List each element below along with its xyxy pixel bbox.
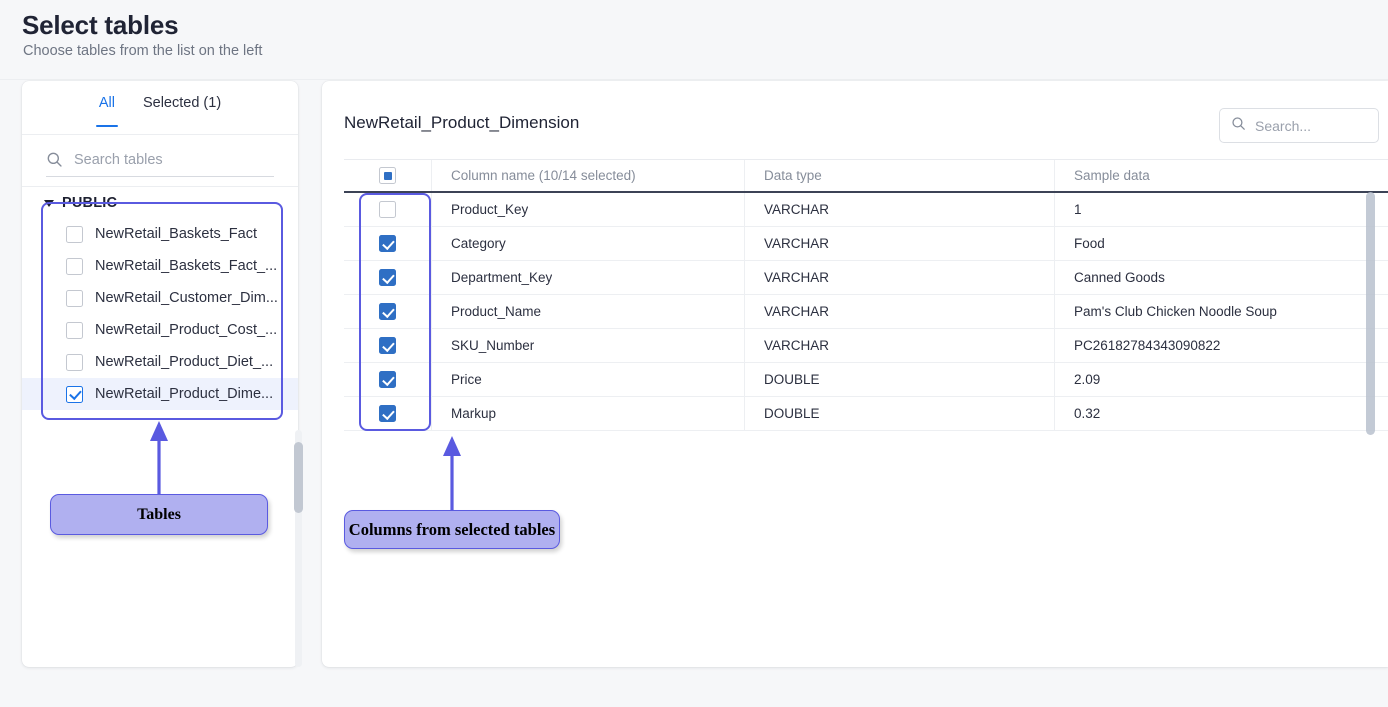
columns-search-input[interactable]: [1255, 117, 1365, 134]
cell-column-name: SKU_Number: [451, 338, 535, 353]
list-item-label: NewRetail_Customer_Dim...: [95, 290, 278, 306]
row-checkbox-checked[interactable]: [379, 235, 396, 252]
page-subtitle: Choose tables from the list on the left: [23, 43, 263, 59]
table-row[interactable]: Category VARCHAR Food: [344, 227, 1388, 261]
table-row[interactable]: Product_Name VARCHAR Pam's Club Chicken …: [344, 295, 1388, 329]
sidebar-search-row: [22, 135, 298, 187]
row-checkbox-cell[interactable]: [344, 227, 432, 260]
cell-sample-data: Pam's Club Chicken Noodle Soup: [1074, 304, 1277, 319]
cell-sample-data: 0.32: [1074, 406, 1101, 421]
table-row[interactable]: Department_Key VARCHAR Canned Goods: [344, 261, 1388, 295]
list-item[interactable]: NewRetail_Baskets_Fact: [22, 218, 298, 250]
sidebar-scrollbar-thumb[interactable]: [294, 442, 303, 513]
list-item[interactable]: NewRetail_Product_Diet_...: [22, 346, 298, 378]
columns-panel: NewRetail_Product_Dimension Column name …: [322, 81, 1388, 667]
select-all-cell[interactable]: [344, 160, 432, 191]
cell-data-type: DOUBLE: [764, 406, 820, 421]
cell-sample-data: Canned Goods: [1074, 270, 1165, 285]
cell-column-name: Markup: [451, 406, 497, 421]
list-item[interactable]: NewRetail_Product_Cost_...: [22, 314, 298, 346]
select-all-checkbox[interactable]: [379, 167, 396, 184]
row-checkbox-checked[interactable]: [379, 337, 396, 354]
row-checkbox-cell[interactable]: [344, 363, 432, 396]
table-checkbox[interactable]: [66, 225, 83, 243]
row-checkbox-checked[interactable]: [379, 269, 396, 286]
row-checkbox-cell[interactable]: [344, 295, 432, 328]
table-row[interactable]: Product_Key VARCHAR 1: [344, 193, 1388, 227]
table-checkbox[interactable]: [66, 321, 83, 339]
table-header-row: Column name (10/14 selected) Data type S…: [344, 159, 1388, 193]
table-row[interactable]: SKU_Number VARCHAR PC26182784343090822: [344, 329, 1388, 363]
row-checkbox-cell[interactable]: [344, 261, 432, 294]
cell-sample-data: Food: [1074, 236, 1105, 251]
row-checkbox[interactable]: [379, 201, 396, 218]
selected-table-title: NewRetail_Product_Dimension: [344, 113, 580, 132]
tables-tree: PUBLIC NewRetail_Baskets_Fact NewRetail_…: [22, 188, 298, 667]
annotation-label-columns: Columns from selected tables: [344, 510, 560, 549]
tables-panel: All Selected (1) PUBLIC New: [22, 81, 298, 667]
table-row[interactable]: Price DOUBLE 2.09: [344, 363, 1388, 397]
page-header: Select tables Choose tables from the lis…: [0, 0, 1388, 80]
cell-column-name: Price: [451, 372, 482, 387]
page-title: Select tables: [22, 10, 179, 40]
list-item-selected[interactable]: NewRetail_Product_Dime...: [22, 378, 298, 410]
list-item[interactable]: NewRetail_Customer_Dim...: [22, 282, 298, 314]
list-item-label: NewRetail_Product_Diet_...: [95, 354, 274, 370]
row-checkbox-checked[interactable]: [379, 303, 396, 320]
table-row[interactable]: Markup DOUBLE 0.32: [344, 397, 1388, 431]
cell-column-name: Category: [451, 236, 506, 251]
list-item-label: NewRetail_Baskets_Fact: [95, 226, 257, 242]
table-checkbox[interactable]: [66, 289, 83, 307]
sidebar-search-box[interactable]: [46, 143, 274, 177]
row-checkbox-cell[interactable]: [344, 193, 432, 226]
columns-search-box[interactable]: [1219, 108, 1379, 143]
sidebar-scrollbar-track[interactable]: [295, 430, 302, 667]
columns-table-scrollbar-thumb[interactable]: [1366, 192, 1375, 435]
search-tables-input[interactable]: [74, 151, 259, 168]
cell-column-name: Product_Key: [451, 202, 529, 217]
list-item-label: NewRetail_Product_Cost_...: [95, 322, 278, 338]
tab-all[interactable]: All: [95, 95, 119, 127]
row-checkbox-cell[interactable]: [344, 397, 432, 430]
cell-data-type: VARCHAR: [764, 236, 830, 251]
annotation-label-tables: Tables: [50, 494, 268, 535]
list-item-label: NewRetail_Product_Dime...: [95, 386, 274, 402]
row-checkbox-checked[interactable]: [379, 405, 396, 422]
row-checkbox-checked[interactable]: [379, 371, 396, 388]
cell-sample-data: 2.09: [1074, 372, 1101, 387]
column-header-name: Column name (10/14 selected): [451, 168, 636, 183]
column-header-sample: Sample data: [1074, 168, 1150, 183]
tab-selected[interactable]: Selected (1): [142, 95, 222, 111]
cell-column-name: Department_Key: [451, 270, 553, 285]
cell-data-type: DOUBLE: [764, 372, 820, 387]
list-item[interactable]: NewRetail_Baskets_Fact_...: [22, 250, 298, 282]
table-checkbox[interactable]: [66, 257, 83, 275]
cell-data-type: VARCHAR: [764, 202, 830, 217]
cell-data-type: VARCHAR: [764, 304, 830, 319]
cell-column-name: Product_Name: [451, 304, 542, 319]
cell-sample-data: 1: [1074, 202, 1082, 217]
chevron-down-icon[interactable]: [44, 199, 54, 207]
search-icon: [1231, 116, 1246, 136]
table-checkbox[interactable]: [66, 353, 83, 371]
columns-table: Column name (10/14 selected) Data type S…: [344, 159, 1388, 431]
row-checkbox-cell[interactable]: [344, 329, 432, 362]
table-checkbox-checked[interactable]: [66, 385, 83, 403]
tree-group-public[interactable]: PUBLIC: [22, 188, 298, 218]
cell-sample-data: PC26182784343090822: [1074, 338, 1221, 353]
tree-group-label: PUBLIC: [62, 195, 118, 211]
column-header-type: Data type: [764, 168, 822, 183]
tab-bar: All Selected (1): [22, 81, 298, 135]
list-item-label: NewRetail_Baskets_Fact_...: [95, 258, 278, 274]
cell-data-type: VARCHAR: [764, 338, 830, 353]
cell-data-type: VARCHAR: [764, 270, 830, 285]
search-icon: [46, 151, 63, 168]
